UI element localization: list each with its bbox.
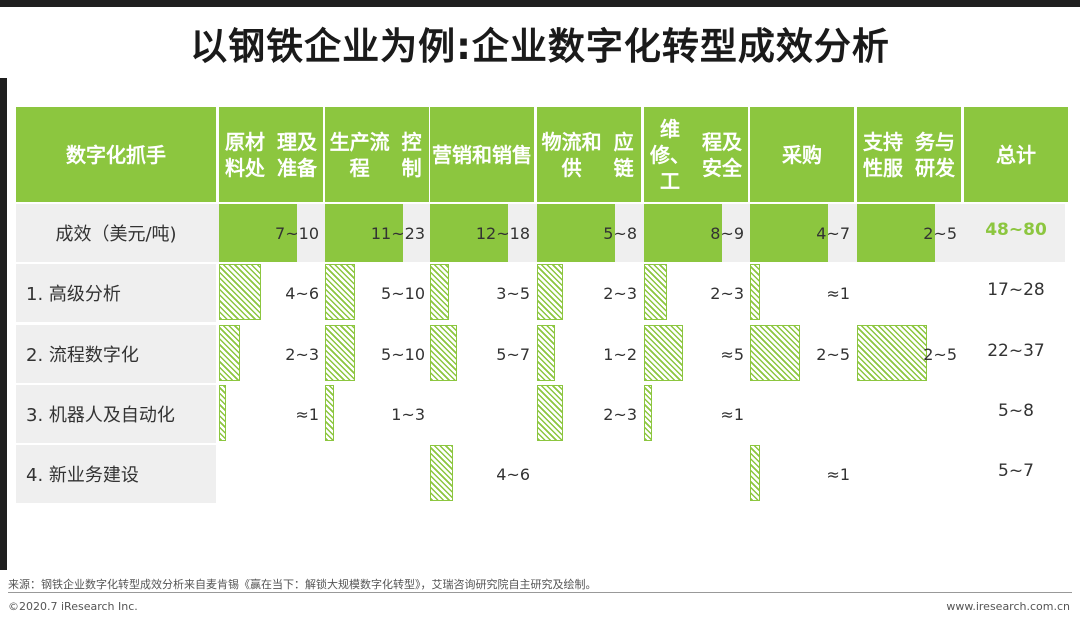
cell-value: 4~7 [816, 224, 850, 243]
row-total: 22~37 [987, 341, 1045, 361]
cell-value: 1~2 [603, 345, 637, 364]
cell-bar [325, 204, 403, 262]
cell-value: 2~5 [923, 345, 957, 364]
cell-value: 5~8 [603, 224, 637, 243]
cell-value: ≈5 [720, 345, 744, 364]
cell-bar [857, 204, 935, 262]
header-corner: 数字化抓手 [16, 107, 216, 202]
cell-bar [537, 264, 563, 320]
cell-bar [750, 445, 760, 501]
cell-value: 2~3 [710, 284, 744, 303]
column-header: 支持性服 务与研发 [857, 107, 961, 202]
column-header-line: 采购 [782, 142, 822, 167]
cell-value: 2~5 [816, 345, 850, 364]
cell-bar [325, 385, 334, 441]
row-label: 4. 新业务建设 [16, 445, 216, 503]
column-header-line: 物流和供 [541, 129, 602, 180]
column-header-line: 控制 [401, 129, 422, 180]
cell-bar [537, 204, 615, 262]
cell-value: ≈1 [826, 284, 850, 303]
cell-bar [219, 204, 297, 262]
page-title: 以钢铁企业为例:企业数字化转型成效分析 [190, 25, 890, 68]
cell-value: 8~9 [710, 224, 744, 243]
cell-bar [644, 325, 683, 381]
column-header-line: 营销和销 [432, 142, 512, 167]
row-total: 5~7 [998, 461, 1034, 481]
cell-bar [219, 264, 261, 320]
column-header-line: 维修、工 [650, 116, 690, 193]
cell-bar [750, 204, 828, 262]
cell-bar [430, 325, 457, 381]
cell-value: 2~3 [603, 405, 637, 424]
cell-bar [857, 325, 927, 381]
column-header-line: 理及准备 [277, 129, 317, 180]
row-label: 3. 机器人及自动化 [16, 385, 216, 443]
column-header: 物流和供 应链 [537, 107, 641, 202]
cell-value: 4~6 [496, 465, 530, 484]
cell-value: 2~3 [285, 345, 319, 364]
row-label: 2. 流程数字化 [16, 325, 216, 383]
left-accent-bar [0, 78, 7, 570]
column-header-line: 原材料处 [225, 129, 265, 180]
column-header: 生产流程 控制 [325, 107, 429, 202]
row-total: 17~28 [987, 280, 1045, 300]
cell-bar [325, 325, 355, 381]
cell-value: 4~6 [285, 284, 319, 303]
cell-bar [644, 204, 722, 262]
cell-bar [219, 325, 240, 381]
cell-value: ≈1 [295, 405, 319, 424]
cell-bar [537, 325, 555, 381]
row-total: 5~8 [998, 401, 1034, 421]
cell-bar [750, 264, 760, 320]
column-header-line: 生产流程 [329, 129, 390, 180]
cell-bar [325, 264, 355, 320]
column-header: 营销和销售 [430, 107, 534, 202]
cell-bar [219, 385, 226, 441]
cell-bar [537, 385, 563, 441]
cell-bar [430, 204, 508, 262]
cell-value: ≈1 [826, 465, 850, 484]
column-header: 采购 [750, 107, 854, 202]
cell-value: ≈1 [720, 405, 744, 424]
column-header-line: 支持性服 [863, 129, 903, 180]
column-header-line: 务与研发 [915, 129, 955, 180]
cell-bar [430, 445, 453, 501]
cell-bar [430, 264, 449, 320]
column-header-line: 总计 [996, 142, 1036, 167]
column-header-line: 程及安全 [702, 129, 742, 180]
copyright: ©2020.7 iResearch Inc. [8, 600, 138, 613]
cell-value: 5~7 [496, 345, 530, 364]
cell-value: 5~10 [381, 284, 425, 303]
cell-value: 11~23 [370, 224, 425, 243]
row-total: 48~80 [985, 220, 1047, 240]
cell-value: 12~18 [475, 224, 530, 243]
column-header: 维修、工 程及安全 [644, 107, 748, 202]
column-header: 总计 [964, 107, 1068, 202]
cell-value: 5~10 [381, 345, 425, 364]
cell-value: 1~3 [391, 405, 425, 424]
cell-bar [644, 385, 652, 441]
cell-value: 2~5 [923, 224, 957, 243]
row-label: 1. 高级分析 [16, 264, 216, 322]
column-header: 原材料处 理及准备 [219, 107, 323, 202]
footer-divider [8, 592, 1072, 593]
cell-value: 3~5 [496, 284, 530, 303]
source-note: 来源：钢铁企业数字化转型成效分析来自麦肯锡《赢在当下：解锁大规模数字化转型》，艾… [8, 578, 597, 591]
column-header-line: 应链 [613, 129, 634, 180]
cell-value: 2~3 [603, 284, 637, 303]
website: www.iresearch.com.cn [946, 600, 1070, 613]
row-label: 成效（美元/吨) [55, 224, 177, 245]
cell-bar [750, 325, 800, 381]
column-header-line: 售 [512, 142, 532, 167]
cell-value: 7~10 [275, 224, 319, 243]
top-bar [0, 0, 1080, 7]
cell-bar [644, 264, 667, 320]
